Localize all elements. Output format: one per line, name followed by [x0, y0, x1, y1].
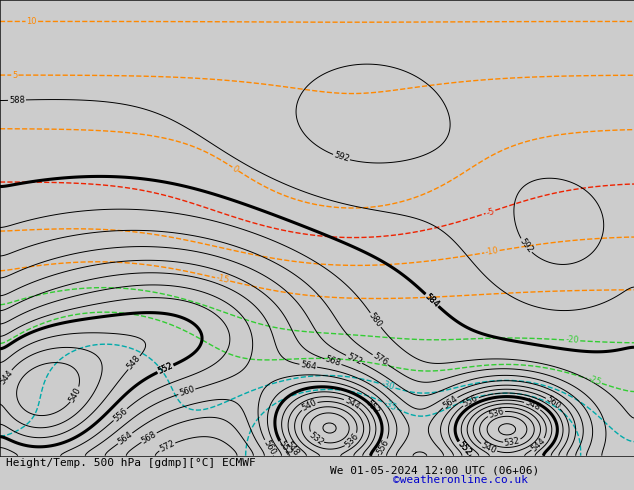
Text: 560: 560	[178, 385, 196, 398]
Text: Height/Temp. 500 hPa [gdmp][°C] ECMWF: Height/Temp. 500 hPa [gdmp][°C] ECMWF	[6, 458, 256, 468]
Text: 548: 548	[126, 354, 143, 372]
Text: 536: 536	[488, 406, 505, 419]
Text: 540: 540	[480, 441, 498, 456]
Text: 552: 552	[157, 361, 174, 376]
Text: 564: 564	[300, 360, 317, 371]
Text: 552: 552	[456, 440, 473, 457]
Text: -10: -10	[484, 246, 500, 257]
Text: 552: 552	[456, 440, 473, 457]
Text: -5: -5	[485, 206, 496, 218]
Text: 544: 544	[0, 368, 15, 386]
Text: 584: 584	[423, 292, 441, 309]
Text: 548: 548	[284, 440, 301, 458]
Text: 548: 548	[524, 398, 541, 413]
Text: 556: 556	[462, 393, 480, 409]
Text: 580: 580	[367, 311, 384, 329]
Text: 556: 556	[375, 438, 391, 456]
Text: 560: 560	[545, 395, 562, 412]
Text: 592: 592	[517, 237, 534, 255]
Text: ©weatheronline.co.uk: ©weatheronline.co.uk	[393, 475, 528, 485]
Text: 552: 552	[276, 439, 293, 457]
Text: 532: 532	[307, 430, 325, 447]
Text: 572: 572	[345, 352, 363, 367]
Text: 564: 564	[441, 394, 459, 411]
Text: 572: 572	[158, 439, 176, 454]
Text: -25: -25	[586, 375, 602, 388]
Text: 532: 532	[503, 436, 521, 448]
Text: 584: 584	[423, 292, 441, 309]
Text: 564: 564	[116, 430, 134, 447]
Text: 5: 5	[12, 71, 18, 79]
Text: 544: 544	[530, 436, 547, 454]
Text: 592: 592	[332, 151, 350, 164]
Text: 560: 560	[261, 439, 277, 457]
Text: We 01-05-2024 12:00 UTC (06+06): We 01-05-2024 12:00 UTC (06+06)	[330, 466, 539, 475]
Text: 568: 568	[324, 355, 342, 368]
Text: 556: 556	[112, 406, 129, 423]
Text: 536: 536	[343, 432, 361, 449]
Text: 588: 588	[9, 96, 25, 105]
Text: -30: -30	[380, 380, 396, 392]
Text: 544: 544	[343, 395, 361, 411]
Text: 576: 576	[371, 351, 389, 368]
Text: 0: 0	[231, 164, 240, 174]
Text: -35: -35	[382, 398, 398, 413]
Text: 10: 10	[27, 17, 37, 26]
Text: -20: -20	[566, 336, 579, 345]
Text: 540: 540	[300, 398, 318, 413]
Text: 568: 568	[140, 429, 158, 445]
Text: 552: 552	[364, 398, 381, 416]
Text: 540: 540	[68, 386, 83, 404]
Text: -15: -15	[215, 273, 230, 285]
Text: 552: 552	[157, 361, 174, 376]
